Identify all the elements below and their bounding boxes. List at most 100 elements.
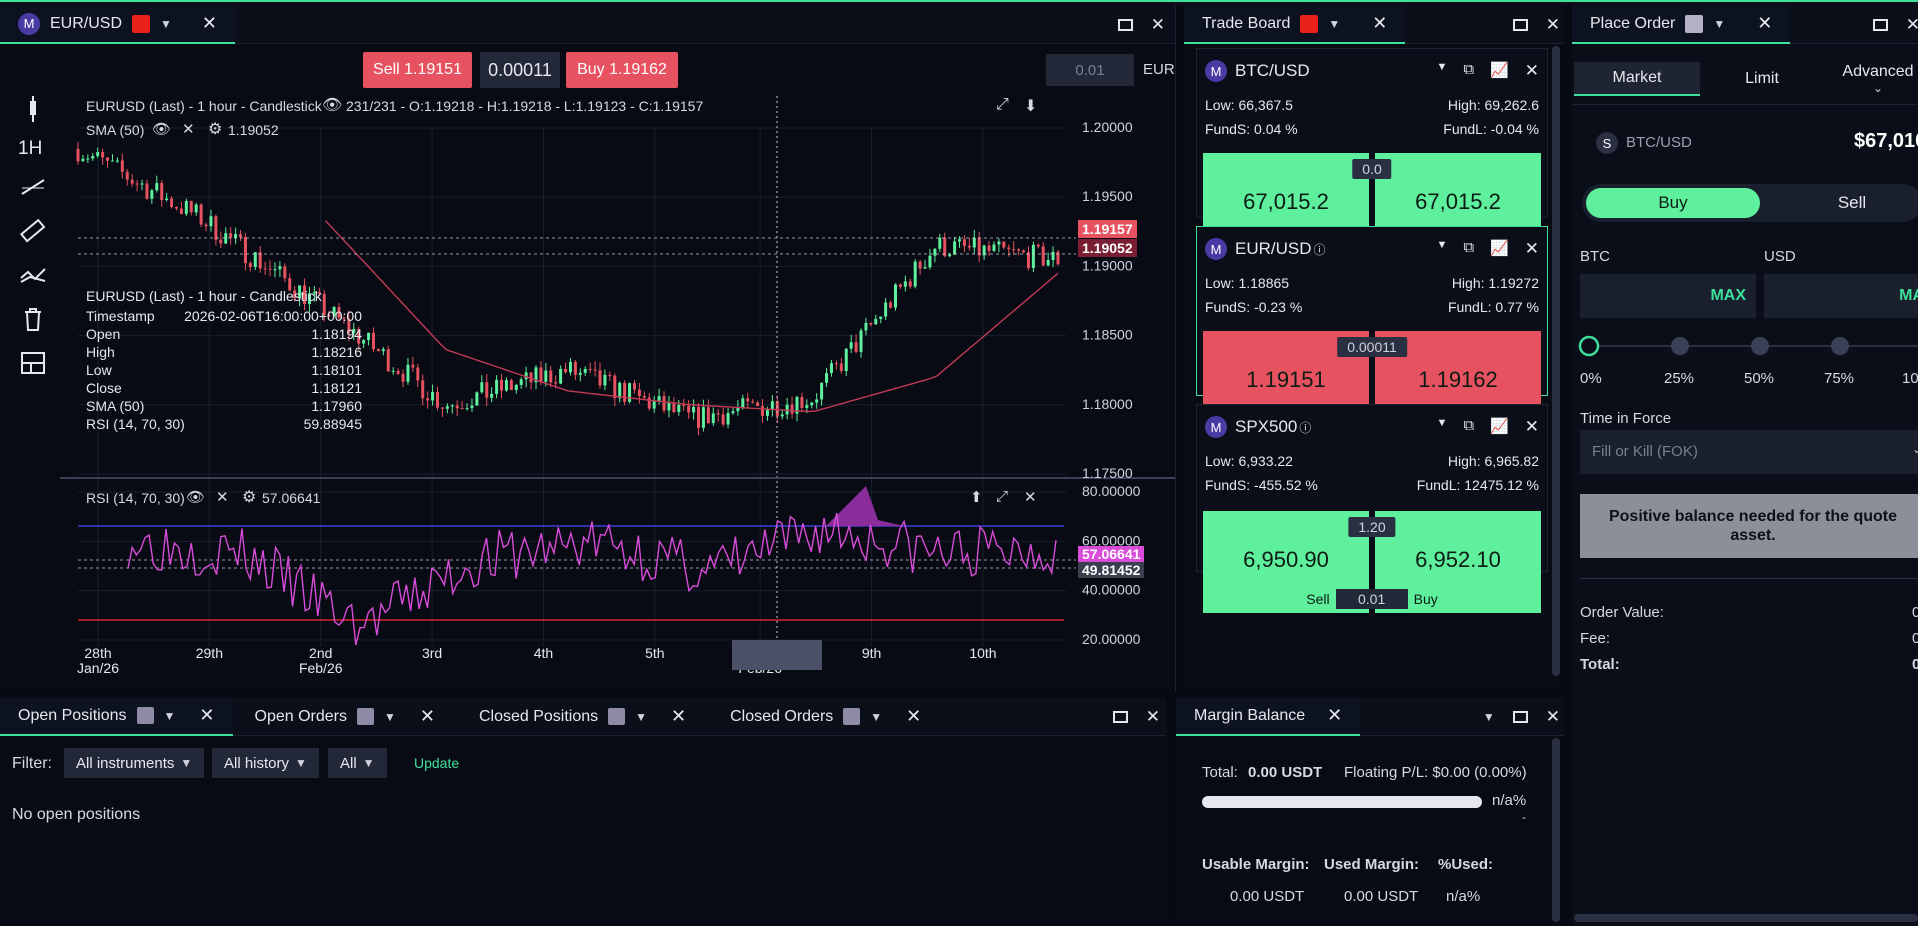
trade-card-btc-usd[interactable]: M BTC/USD ▼ ⧉ 📈 ✕ Low: 66,367.5 High: 69,262.6 F… (1196, 48, 1548, 255)
gear-icon[interactable]: ⚙ (208, 121, 223, 138)
chevron-down-icon[interactable]: ▼ (1436, 239, 1448, 251)
trash-icon[interactable] (18, 304, 48, 334)
gear-icon[interactable]: ⚙ (242, 489, 257, 506)
eye-icon[interactable]: 👁 (322, 97, 343, 114)
chart-icon[interactable]: 📈 (1490, 418, 1509, 435)
update-link[interactable]: Update (414, 755, 460, 771)
close-icon[interactable]: ✕ (1145, 707, 1160, 726)
instrument-filter[interactable]: All instruments ▼ (64, 748, 205, 778)
chevron-down-icon[interactable]: ▼ (1482, 710, 1495, 724)
expand-icon[interactable]: ⤢ (996, 488, 1009, 505)
history-filter[interactable]: All history ▼ (212, 748, 319, 778)
layout-icon[interactable] (18, 348, 48, 378)
max-button[interactable]: MAX (1710, 287, 1746, 304)
usd-amount-input[interactable]: MA (1764, 274, 1918, 318)
close-icon[interactable]: ✕ (1524, 61, 1539, 80)
type-filter[interactable]: All ▼ (328, 748, 387, 778)
expand-icon[interactable]: ⤢ (996, 96, 1009, 113)
chevron-down-icon[interactable]: ▼ (160, 16, 172, 31)
chevron-down-icon[interactable]: ▼ (1436, 61, 1448, 73)
sell-toggle[interactable]: Sell (1837, 193, 1867, 212)
tab-market[interactable]: Market (1574, 62, 1700, 96)
download-icon[interactable]: ⬇ (1024, 98, 1038, 115)
timeframe-button[interactable]: 1H (18, 138, 43, 159)
close-icon[interactable]: ✕ (906, 706, 922, 726)
close-icon[interactable]: ✕ (199, 705, 215, 725)
close-icon[interactable]: ✕ (1372, 13, 1388, 33)
trade-card-eur-usd[interactable]: M EUR/USD ⓘ ▼ ⧉ 📈 ✕ Low: 1.18865 High: 1.19272 Fu… (1196, 226, 1548, 433)
trade-card-spx500[interactable]: M SPX500 ⓘ ▼ ⧉ 📈 ✕ Low: 6,933.22 High: 6,965.82 F… (1196, 404, 1548, 613)
tab-open-orders[interactable]: Open Orders ▼ ✕ (233, 698, 457, 736)
maximize-icon[interactable] (1872, 19, 1888, 31)
trendline-icon[interactable] (18, 172, 48, 202)
color-swatch[interactable] (136, 707, 154, 724)
color-swatch[interactable] (608, 708, 626, 725)
close-icon[interactable]: ✕ (216, 489, 229, 506)
buy-toggle[interactable]: Buy (1586, 188, 1760, 218)
close-icon[interactable]: ✕ (1757, 13, 1773, 33)
color-swatch[interactable] (843, 708, 861, 725)
chart-icon[interactable]: 📈 (1490, 240, 1509, 257)
chevron-down-icon[interactable]: ▼ (1713, 16, 1726, 31)
close-icon[interactable]: ✕ (1545, 707, 1560, 726)
quantity-input[interactable]: 0.01 (1046, 54, 1134, 86)
tab-closed-positions[interactable]: Closed Positions ▼ ✕ (457, 698, 708, 736)
tab-open-positions[interactable]: Open Positions ▼ ✕ (0, 698, 233, 736)
price-chart[interactable]: 1.20000 1.19500 1.19000 1.18500 1.18000 1.175… (0, 46, 1176, 686)
color-swatch[interactable] (356, 708, 374, 725)
candlestick-icon[interactable] (18, 94, 48, 124)
tab-margin[interactable]: Margin Balance ✕ (1176, 698, 1361, 736)
close-icon[interactable]: ✕ (1545, 15, 1560, 34)
info-icon[interactable]: ⓘ (1299, 420, 1312, 435)
chevron-down-icon[interactable]: ▼ (383, 709, 396, 724)
buy-button[interactable]: Buy 1.19162 (566, 52, 678, 88)
color-swatch[interactable] (1685, 14, 1704, 33)
maximize-icon[interactable] (1512, 711, 1528, 723)
tab-eurusd[interactable]: M EUR/USD ▼ ✕ (0, 6, 235, 44)
tab-limit[interactable]: Limit (1745, 70, 1779, 87)
order-ticket-icon[interactable]: ⧉ (1463, 417, 1475, 434)
arrow-up-icon[interactable]: ⬆ (970, 489, 983, 506)
max-button[interactable]: MA (1899, 287, 1918, 304)
tab-place-order[interactable]: Place Order ▼ ✕ (1572, 6, 1791, 44)
tab-closed-orders[interactable]: Closed Orders ▼ ✕ (708, 698, 943, 736)
maximize-icon[interactable] (1117, 19, 1133, 31)
indicators-icon[interactable] (18, 260, 48, 290)
tif-select[interactable]: Fill or Kill (FOK) ⌄ (1580, 430, 1918, 474)
close-icon[interactable]: ✕ (1150, 15, 1165, 34)
chevron-down-icon[interactable]: ▼ (870, 709, 883, 724)
ruler-icon[interactable] (18, 216, 48, 246)
chevron-down-icon[interactable]: ▼ (1436, 417, 1448, 429)
color-swatch[interactable] (132, 14, 151, 33)
close-icon[interactable]: ✕ (1327, 705, 1343, 725)
color-swatch[interactable] (1300, 14, 1319, 33)
close-icon[interactable]: ✕ (182, 121, 195, 138)
close-icon[interactable]: ✕ (1024, 489, 1037, 506)
close-icon[interactable]: ✕ (419, 706, 435, 726)
scrollbar[interactable] (1552, 46, 1560, 676)
maximize-icon[interactable] (1512, 19, 1528, 31)
close-icon[interactable]: ✕ (1524, 239, 1539, 258)
tab-advanced[interactable]: Advanced ⌄ (1830, 62, 1918, 96)
chart-icon[interactable]: 📈 (1490, 62, 1509, 79)
horizontal-scrollbar[interactable] (1574, 914, 1918, 922)
eye-icon[interactable]: 👁 (186, 489, 206, 506)
order-ticket-icon[interactable]: ⧉ (1463, 239, 1475, 256)
chevron-down-icon[interactable]: ▼ (163, 708, 176, 723)
tab-trade-board[interactable]: Trade Board ▼ ✕ (1184, 6, 1406, 44)
chevron-down-icon[interactable]: ▼ (635, 709, 648, 724)
order-ticket-icon[interactable]: ⧉ (1463, 61, 1475, 78)
sell-button[interactable]: Sell 1.19151 (363, 52, 472, 88)
scrollbar[interactable] (1552, 738, 1560, 922)
close-icon[interactable]: ✕ (671, 706, 687, 726)
maximize-icon[interactable] (1112, 711, 1128, 723)
eye-icon[interactable]: 👁 (152, 121, 172, 138)
close-icon[interactable]: ✕ (1524, 417, 1539, 436)
close-icon[interactable]: ✕ (1905, 15, 1918, 34)
quantity-input[interactable]: 0.01 (1335, 589, 1408, 609)
btc-amount-input[interactable]: MAX (1580, 274, 1756, 318)
close-icon[interactable]: ✕ (201, 13, 217, 33)
chevron-down-icon[interactable]: ▼ (1328, 16, 1341, 31)
info-icon[interactable]: ⓘ (1313, 242, 1326, 257)
amount-slider[interactable] (1572, 332, 1918, 362)
